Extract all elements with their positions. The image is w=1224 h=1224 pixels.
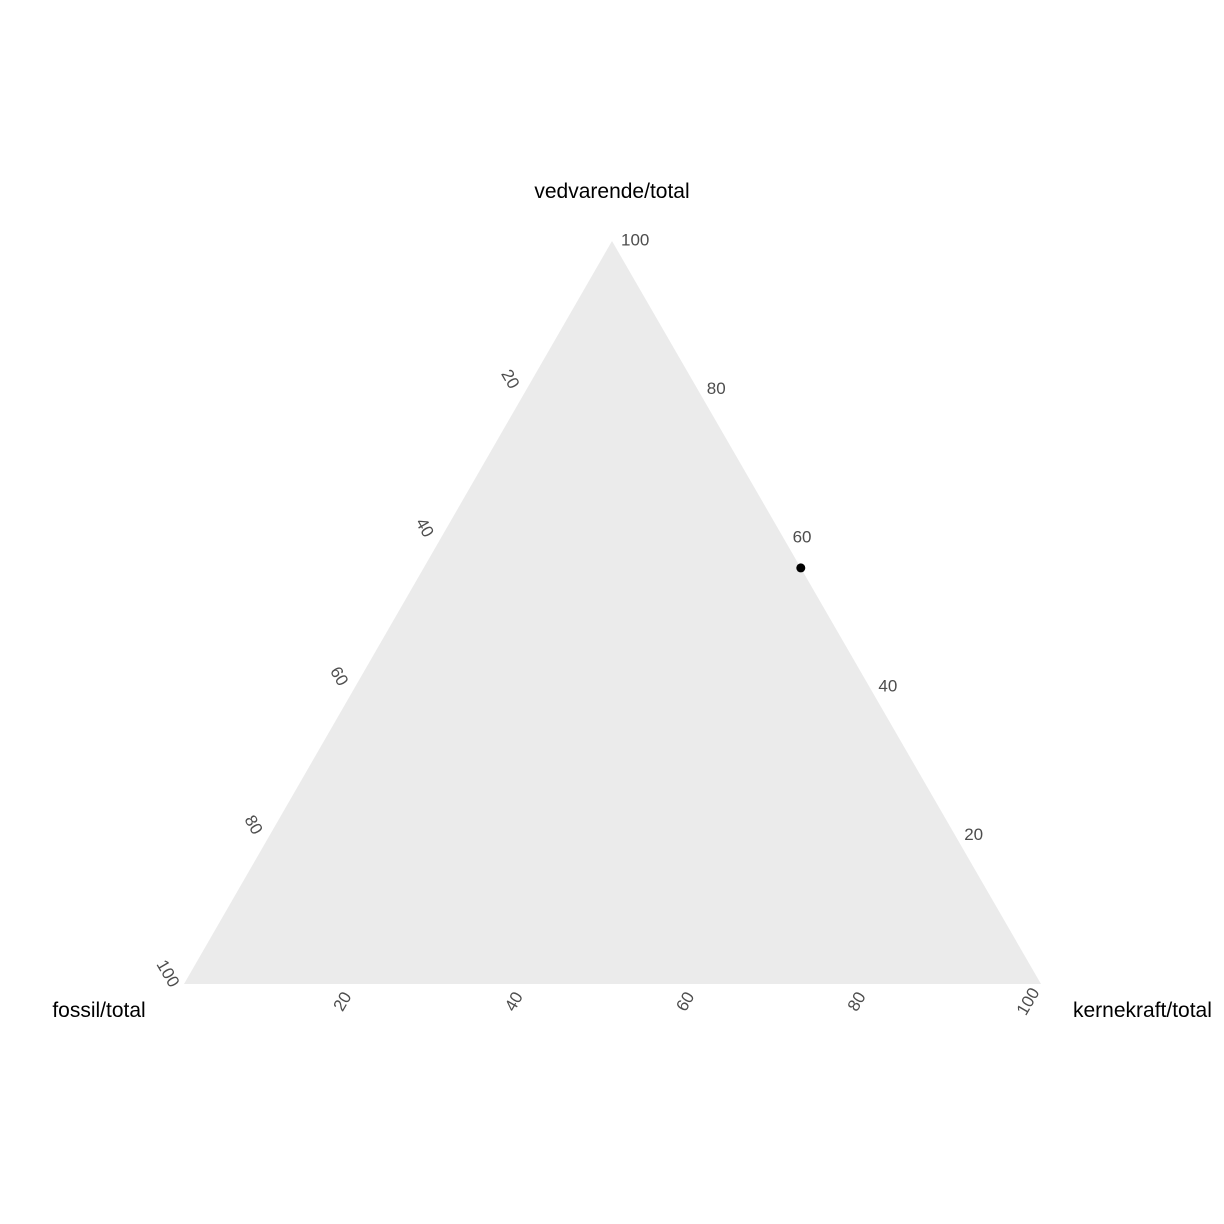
left-tick-label-40: 40 — [412, 515, 438, 541]
left-tick-label-100: 100 — [153, 956, 184, 990]
right-tick-label-20: 20 — [330, 989, 356, 1015]
top-tick-label-100: 100 — [621, 230, 649, 249]
left-axis-title: fossil/total — [52, 999, 145, 1022]
top-tick-label-20: 20 — [964, 825, 983, 844]
top-tick-label-60: 60 — [793, 528, 812, 547]
top-axis-title: vedvarende/total — [534, 180, 689, 203]
left-tick-label-60: 60 — [326, 663, 352, 689]
data-points — [796, 563, 806, 573]
right-tick-label-80: 80 — [844, 989, 870, 1015]
top-tick-label-80: 80 — [707, 379, 726, 398]
ternary-panel — [184, 241, 1041, 984]
right-axis-title: kernekraft/total — [1073, 999, 1212, 1022]
left-tick-label-20: 20 — [497, 366, 523, 392]
data-point-1 — [796, 563, 806, 573]
right-tick-label-100: 100 — [1013, 984, 1044, 1018]
top-tick-label-40: 40 — [878, 676, 897, 695]
right-axis-ticks: 20 40 60 80 100 — [330, 984, 1044, 1018]
right-tick-label-40: 40 — [501, 989, 527, 1015]
top-axis-ticks: 20 40 60 80 100 — [621, 230, 983, 843]
left-tick-label-80: 80 — [241, 812, 267, 838]
right-tick-label-60: 60 — [672, 989, 698, 1015]
